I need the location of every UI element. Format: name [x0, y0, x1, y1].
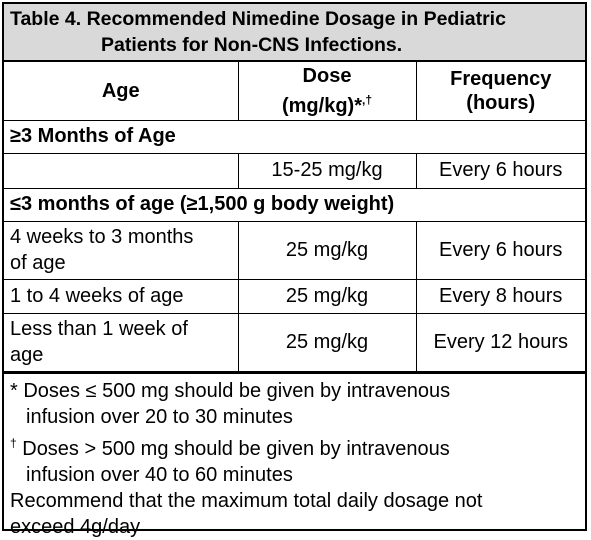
cell-age: Less than 1 week of age [4, 312, 239, 372]
cell-dose: 25 mg/kg [237, 220, 417, 280]
footnote-1-line2: infusion over 20 to 30 minutes [26, 405, 293, 428]
caption-line-2: Patients for Non-CNS Infections. [101, 34, 403, 56]
cell-frequency: Every 6 hours [415, 152, 585, 189]
cell-age [4, 152, 239, 189]
table-row: 4 weeks to 3 months of age 25 mg/kg Ever… [4, 220, 585, 280]
header-frequency-line2: (hours) [466, 91, 536, 114]
cell-dose: 15-25 mg/kg [237, 152, 417, 189]
cell-dose: 25 mg/kg [237, 312, 417, 372]
footnote-3-line2: exceed 4g/day [10, 515, 141, 538]
table-row: 15-25 mg/kg Every 6 hours [4, 152, 585, 189]
cell-frequency: Every 12 hours [415, 312, 585, 372]
cell-age-line1: 4 weeks to 3 months [10, 226, 194, 248]
header-dose-line1: Dose [302, 64, 352, 87]
caption-line-1: Table 4. Recommended Nimedine Dosage in … [10, 8, 506, 30]
header-dose-marks: ,† [361, 92, 372, 107]
header-dose: Dose (mg/kg)*,† [237, 62, 417, 121]
table-row: 1 to 4 weeks of age 25 mg/kg Every 8 hou… [4, 278, 585, 314]
header-frequency-line1: Frequency [450, 67, 552, 90]
cell-age-line2: age [10, 344, 44, 366]
cell-frequency: Every 8 hours [415, 278, 585, 314]
section-row: ≥3 Months of Age [4, 119, 585, 154]
footnote-1-line1: * Doses ≤ 500 mg should be given by intr… [10, 379, 451, 402]
cell-age: 1 to 4 weeks of age [4, 278, 239, 314]
dosage-grid: Age Dose (mg/kg)*,† Frequency (hours) ≥3… [4, 62, 585, 372]
footnote-3-line1: Recommend that the maximum total daily d… [10, 489, 483, 512]
dagger-mark: † [10, 435, 17, 450]
header-row: Age Dose (mg/kg)*,† Frequency (hours) [4, 62, 585, 121]
section-title-3-months-plus: ≥3 Months of Age [4, 119, 585, 154]
footnote-2-text: Doses > 500 mg should be given by intrav… [16, 437, 450, 460]
footnote-2-line2: infusion over 40 to 60 minutes [26, 463, 293, 486]
table-row: Less than 1 week of age 25 mg/kg Every 1… [4, 312, 585, 372]
cell-age-line1: Less than 1 week of [10, 318, 188, 340]
section-row: ≤3 months of age (≥1,500 g body weight) [4, 187, 585, 222]
cell-frequency: Every 6 hours [415, 220, 585, 280]
header-dose-line2: (mg/kg)*,† [245, 88, 410, 118]
table-footnotes: * Doses ≤ 500 mg should be given by intr… [4, 371, 585, 540]
header-age: Age [4, 62, 239, 121]
cell-dose: 25 mg/kg [237, 278, 417, 314]
cell-age-line2: of age [10, 252, 66, 274]
header-dose-unit: (mg/kg)* [281, 94, 362, 117]
table-caption: Table 4. Recommended Nimedine Dosage in … [4, 4, 585, 62]
header-frequency: Frequency (hours) [415, 62, 585, 121]
footnote-2-line1: † Doses > 500 mg should be given by intr… [10, 430, 579, 462]
cell-age: 4 weeks to 3 months of age [4, 220, 239, 280]
section-title-under-3-months: ≤3 months of age (≥1,500 g body weight) [4, 187, 585, 222]
